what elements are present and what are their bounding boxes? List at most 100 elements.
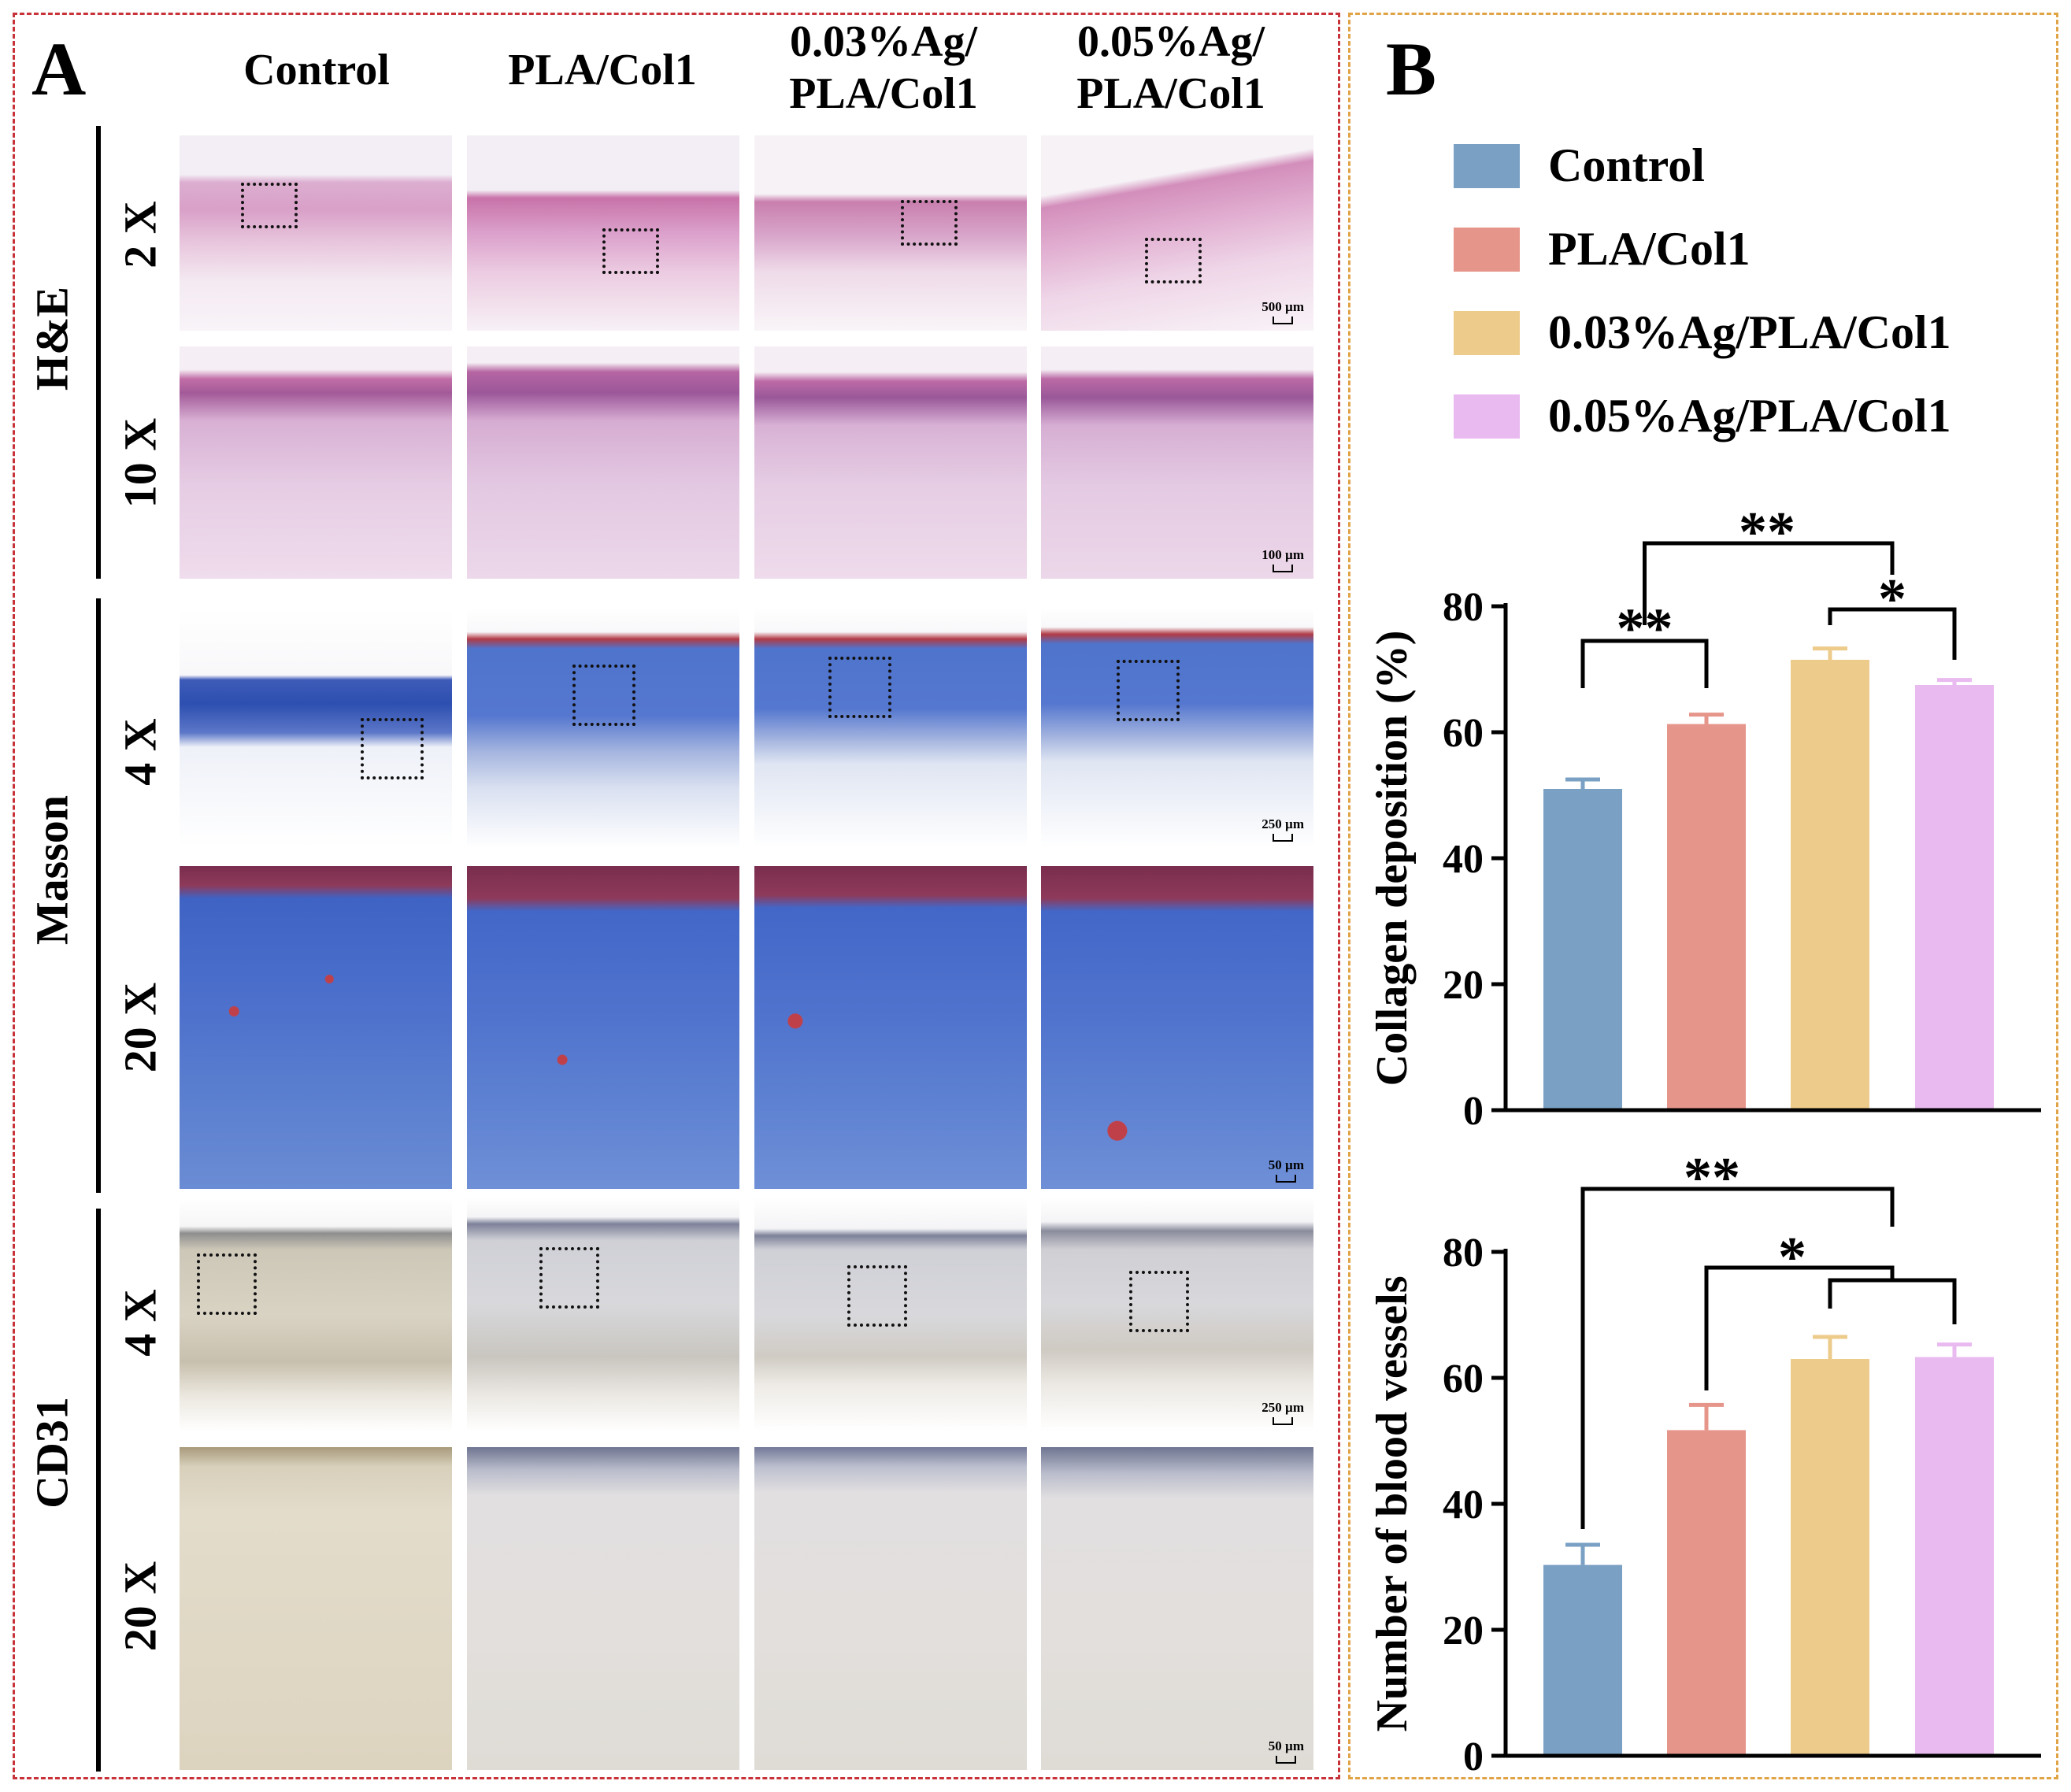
stain-label-cd31: CD31 <box>26 1397 78 1509</box>
bar <box>1915 1357 1994 1756</box>
significance-bracket <box>1580 639 1709 688</box>
y-tick-label: 80 <box>1443 585 1484 630</box>
mag-label: 4 X <box>114 1289 166 1357</box>
legend-item: Control <box>1454 138 2005 193</box>
stain-label-he: H&E <box>26 286 78 391</box>
legend-label: 0.05%Ag/PLA/Col1 <box>1548 390 1951 442</box>
scale-bar: 50 µm <box>1269 1738 1304 1764</box>
panel-b-frame <box>1348 13 2058 1779</box>
legend-item: PLA/Col1 <box>1454 221 2005 276</box>
y-tick-label: 40 <box>1443 837 1484 882</box>
masson-4x-003ag-image <box>754 608 1027 848</box>
significance-label: ** <box>1739 501 1795 564</box>
panel-a-letter: A <box>31 27 87 111</box>
panel-b-letter: B <box>1386 27 1437 111</box>
cd31-20x-005ag-image: 50 µm <box>1041 1447 1313 1770</box>
he-10x-003ag-image <box>754 346 1027 579</box>
column-header-line: Control <box>243 46 390 94</box>
y-tick-label: 20 <box>1443 1609 1484 1653</box>
masson-20x-005ag-image: 50 µm <box>1041 866 1313 1189</box>
he-2x-005ag-image: 500 µm <box>1041 135 1313 331</box>
legend-swatch <box>1454 311 1520 355</box>
mag-label: 2 X <box>114 201 166 268</box>
significance-label: * <box>1878 567 1906 630</box>
cd31-20x-control-image <box>180 1447 452 1770</box>
mag-label: 10 X <box>114 417 166 509</box>
significance-bracket <box>1643 541 1895 625</box>
legend-swatch <box>1454 228 1520 272</box>
significance-bracket <box>1704 1265 1895 1390</box>
column-header-003ag: 0.03%Ag/ PLA/Col1 <box>750 16 1017 120</box>
zoom-region-box <box>847 1265 907 1327</box>
significance-bracket <box>1828 1278 1957 1324</box>
bar <box>1791 1359 1869 1756</box>
mag-label: 20 X <box>114 982 166 1073</box>
cd31-4x-003ag-image <box>754 1198 1027 1431</box>
cd31-4x-pla-image <box>467 1198 739 1431</box>
he-10x-pla-image <box>467 346 739 579</box>
mag-label: 20 X <box>114 1561 166 1652</box>
he-2x-pla-image <box>467 135 739 331</box>
significance-bracket <box>1828 607 1957 660</box>
legend-swatch <box>1454 144 1520 188</box>
he-10x-control-image <box>180 346 452 579</box>
cd31-20x-003ag-image <box>754 1447 1027 1770</box>
bar <box>1915 685 1994 1110</box>
y-tick-label: 40 <box>1443 1483 1484 1527</box>
y-tick-label: 20 <box>1443 963 1484 1008</box>
masson-4x-pla-image <box>467 608 739 848</box>
zoom-region-box <box>828 657 891 718</box>
y-tick-label: 60 <box>1443 1357 1484 1401</box>
y-axis-label: Number of blood vessels <box>1368 1276 1417 1731</box>
zoom-region-box <box>1117 660 1180 721</box>
bar <box>1791 660 1869 1110</box>
column-header-line: 0.03%Ag/ <box>790 17 977 66</box>
bar <box>1543 789 1622 1110</box>
zoom-region-box <box>197 1253 257 1315</box>
bar <box>1667 724 1746 1110</box>
cd31-20x-pla-image <box>467 1447 739 1770</box>
legend-item: 0.05%Ag/PLA/Col1 <box>1454 388 2005 443</box>
he-2x-003ag-image <box>754 135 1027 331</box>
masson-4x-control-image <box>180 608 452 848</box>
y-tick-label: 60 <box>1443 711 1484 756</box>
column-header-005ag: 0.05%Ag/ PLA/Col1 <box>1037 16 1305 120</box>
scale-bar: 500 µm <box>1261 299 1304 324</box>
significance-label: * <box>1778 1225 1806 1288</box>
legend-item: 0.03%Ag/PLA/Col1 <box>1454 305 2005 360</box>
cd31-group-line <box>96 1209 101 1772</box>
column-header-line: PLA/Col1 <box>508 46 697 94</box>
mag-label: 4 X <box>114 718 166 786</box>
scale-bar: 250 µm <box>1261 816 1304 842</box>
column-header-control: Control <box>183 44 450 96</box>
zoom-region-box <box>572 665 635 726</box>
masson-20x-003ag-image <box>754 866 1027 1189</box>
zoom-region-box <box>361 718 424 779</box>
y-tick-label: 0 <box>1463 1735 1484 1779</box>
he-group-line <box>96 126 101 579</box>
scale-bar: 250 µm <box>1261 1400 1304 1425</box>
legend-swatch <box>1454 394 1520 439</box>
column-header-line: 0.05%Ag/ <box>1077 17 1265 66</box>
legend-label: 0.03%Ag/PLA/Col1 <box>1548 306 1951 358</box>
legend-label: Control <box>1548 139 1705 191</box>
he-10x-005ag-image: 100 µm <box>1041 346 1313 579</box>
zoom-region-box <box>1145 238 1202 283</box>
masson-group-line <box>96 598 101 1193</box>
he-2x-control-image <box>180 135 452 331</box>
scale-bar: 100 µm <box>1261 547 1304 572</box>
y-tick-label: 80 <box>1443 1231 1484 1276</box>
masson-20x-pla-image <box>467 866 739 1189</box>
column-header-line: PLA/Col1 <box>1076 69 1265 118</box>
zoom-region-box <box>241 183 298 228</box>
column-header-pla-col1: PLA/Col1 <box>469 44 736 96</box>
zoom-region-box <box>602 228 659 274</box>
zoom-region-box <box>1129 1271 1189 1332</box>
panel-a-frame <box>13 13 1340 1779</box>
bar <box>1667 1430 1746 1756</box>
zoom-region-box <box>539 1247 599 1309</box>
significance-label: ** <box>1684 1146 1740 1209</box>
bar <box>1543 1564 1622 1756</box>
masson-4x-005ag-image: 250 µm <box>1041 608 1313 848</box>
